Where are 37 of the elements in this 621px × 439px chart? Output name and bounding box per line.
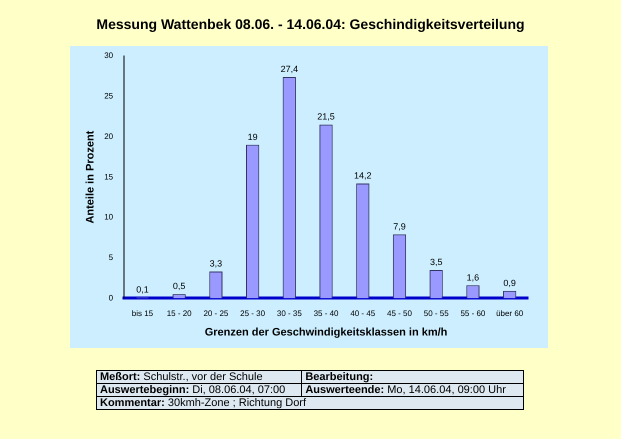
x-tick-label: 40 - 45 bbox=[350, 309, 376, 318]
x-tick-label: 15 - 20 bbox=[166, 309, 192, 318]
x-tick-label: 20 - 25 bbox=[203, 309, 229, 318]
y-tick-label: 25 bbox=[104, 92, 114, 101]
y-tick-label: 30 bbox=[104, 51, 114, 60]
text: Auswerteende: Mo, 14.06.04, 09:00 Uhr bbox=[302, 384, 524, 396]
data-label: 0,1 bbox=[136, 284, 149, 294]
text: Meßort: Schulstr., vor der Schule bbox=[96, 370, 302, 384]
data-label: 0,5 bbox=[172, 281, 186, 292]
chart-title: Messung Wattenbek 08.06. - 14.06.04: Geschindigkeitsverteilung bbox=[95, 16, 526, 32]
y-tick-label: 15 bbox=[104, 172, 114, 182]
y-tick-label: 0 bbox=[108, 293, 114, 302]
y-tick-label: 5 bbox=[108, 253, 114, 262]
x-tick-label: 45 - 50 bbox=[387, 309, 412, 318]
text: Bearbeitung: bbox=[305, 371, 374, 383]
data-label: 7,9 bbox=[393, 221, 406, 232]
x-tick-label: über 60 bbox=[496, 309, 524, 318]
data-label: 3,3 bbox=[210, 258, 222, 269]
y-tick-label: 20 bbox=[104, 132, 114, 141]
data-label: 19 bbox=[248, 132, 258, 142]
x-tick-label: 35 - 40 bbox=[314, 309, 340, 318]
data-label: 0,9 bbox=[503, 278, 516, 288]
y-axis-title: Anteile in Prozent bbox=[84, 130, 97, 224]
data-label: 14,2 bbox=[354, 170, 372, 181]
x-tick-label: 30 - 35 bbox=[276, 309, 302, 318]
y-tick-label: 10 bbox=[104, 212, 114, 222]
data-label: 1,6 bbox=[466, 272, 480, 282]
x-tick-label: 25 - 30 bbox=[240, 309, 266, 318]
text: Auswertebeginn: Di, 08.06.04, 07:00 bbox=[96, 384, 302, 396]
text: Kommentar: 30kmh-Zone ; Richtung Dorf bbox=[96, 396, 524, 410]
data-label: 27,4 bbox=[280, 64, 298, 74]
x-tick-label: 50 - 55 bbox=[424, 309, 450, 318]
x-tick-label: bis 15 bbox=[132, 309, 154, 318]
data-label: 3,5 bbox=[430, 256, 442, 267]
x-axis-title: Grenzen der Geschwindigkeitsklassen in km/h bbox=[204, 326, 448, 338]
data-label: 21,5 bbox=[317, 112, 335, 122]
x-tick-label: 55 - 60 bbox=[460, 309, 486, 318]
